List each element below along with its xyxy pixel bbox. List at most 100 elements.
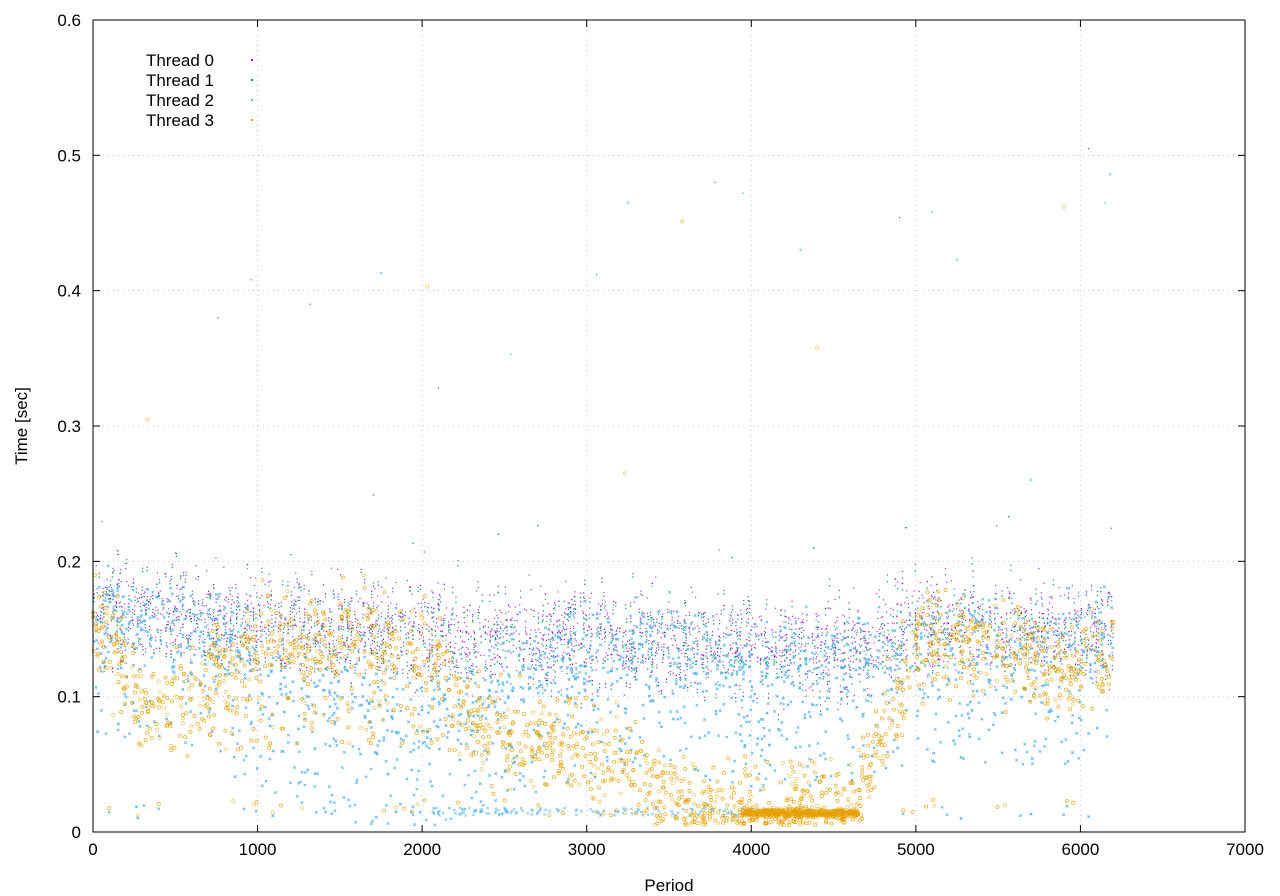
data-point xyxy=(236,643,238,645)
data-point xyxy=(194,601,196,603)
data-point xyxy=(158,591,160,593)
data-point xyxy=(668,601,670,603)
data-point xyxy=(664,632,666,634)
data-point xyxy=(921,611,923,614)
data-point xyxy=(1108,689,1111,691)
data-point xyxy=(859,660,861,663)
data-point xyxy=(947,622,950,625)
data-point xyxy=(207,616,209,618)
data-point xyxy=(570,637,573,640)
data-point xyxy=(225,596,227,598)
data-point xyxy=(683,670,685,672)
data-point xyxy=(914,613,916,615)
data-point xyxy=(496,635,498,637)
data-point xyxy=(710,670,712,672)
data-point xyxy=(1085,669,1087,671)
data-point xyxy=(1074,637,1076,640)
data-point xyxy=(387,596,389,598)
data-point xyxy=(884,643,886,645)
data-point xyxy=(226,641,228,643)
data-point xyxy=(937,611,939,613)
data-point xyxy=(159,647,161,649)
data-point xyxy=(249,594,251,596)
data-point xyxy=(1034,654,1036,657)
data-point xyxy=(785,645,787,647)
data-point xyxy=(655,625,657,627)
data-point xyxy=(1068,613,1070,615)
data-point xyxy=(289,667,291,669)
data-point xyxy=(1051,612,1053,614)
data-point xyxy=(225,625,227,628)
data-point xyxy=(971,660,973,662)
data-point xyxy=(745,608,747,611)
data-point xyxy=(200,619,203,621)
data-point xyxy=(102,606,104,608)
data-point xyxy=(697,625,699,627)
data-point xyxy=(852,621,854,623)
data-point xyxy=(758,634,760,636)
data-point xyxy=(890,638,892,641)
data-point xyxy=(1049,624,1051,626)
data-point xyxy=(768,647,770,649)
data-point xyxy=(1060,595,1062,597)
data-point xyxy=(959,609,961,611)
data-point xyxy=(867,649,869,651)
data-point xyxy=(639,634,641,637)
data-point xyxy=(960,629,962,631)
data-point xyxy=(329,662,332,664)
data-point xyxy=(705,648,707,650)
data-point xyxy=(1039,640,1041,642)
data-point xyxy=(261,567,263,569)
data-point xyxy=(1078,644,1080,646)
data-point xyxy=(608,616,610,618)
data-point xyxy=(415,674,418,676)
data-point xyxy=(433,607,435,609)
data-point xyxy=(223,635,225,637)
data-point xyxy=(253,584,256,587)
data-point xyxy=(652,661,654,663)
data-point xyxy=(132,624,135,626)
data-point xyxy=(621,640,624,643)
data-point xyxy=(902,625,904,627)
data-point xyxy=(249,576,251,579)
data-point xyxy=(626,618,628,620)
data-point xyxy=(604,601,606,603)
data-point xyxy=(253,629,255,632)
data-point xyxy=(1064,594,1066,596)
data-point xyxy=(929,652,931,654)
data-point xyxy=(507,611,510,613)
data-point xyxy=(842,614,844,616)
data-point xyxy=(237,603,239,605)
data-point xyxy=(1005,613,1008,615)
data-point xyxy=(582,612,585,614)
data-point xyxy=(275,656,278,658)
data-point xyxy=(883,624,886,626)
data-point xyxy=(775,646,777,648)
data-point xyxy=(319,646,321,648)
data-point xyxy=(814,647,816,649)
data-point xyxy=(471,695,473,697)
data-point xyxy=(473,643,475,645)
data-point xyxy=(824,700,826,702)
data-point xyxy=(934,596,936,598)
data-point xyxy=(120,660,122,662)
data-point xyxy=(141,643,143,645)
data-point xyxy=(677,647,680,649)
data-point xyxy=(460,658,463,660)
data-point xyxy=(329,611,331,613)
data-point xyxy=(439,598,441,601)
data-point xyxy=(566,668,568,670)
data-point xyxy=(159,636,162,638)
data-point xyxy=(674,661,676,663)
data-point xyxy=(898,677,900,679)
data-point xyxy=(769,648,771,650)
data-point xyxy=(904,621,906,624)
data-point xyxy=(328,617,330,619)
data-point xyxy=(308,593,310,595)
data-point xyxy=(432,663,434,665)
data-point xyxy=(894,578,897,580)
data-point xyxy=(295,600,297,603)
data-point xyxy=(590,636,592,638)
data-point xyxy=(1085,673,1087,676)
data-point xyxy=(736,655,738,657)
